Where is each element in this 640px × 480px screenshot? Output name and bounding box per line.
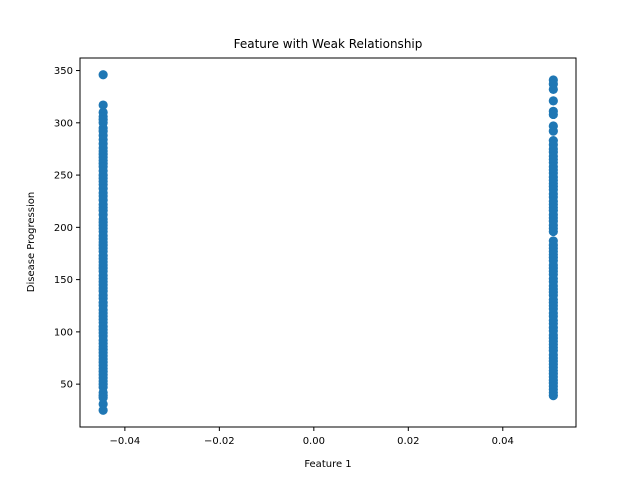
scatter-points	[98, 70, 558, 415]
data-point	[548, 126, 558, 136]
x-axis-ticks: −0.04 −0.02 0.00 0.02 0.04	[110, 427, 514, 447]
axes-frame	[79, 57, 577, 428]
x-tick-label: −0.04	[110, 436, 141, 447]
x-tick-label: 0.00	[303, 436, 325, 447]
y-axis-label: Disease Progression	[26, 192, 37, 292]
y-tick-label: 50	[60, 380, 73, 391]
data-point	[548, 226, 558, 237]
y-tick-label: 250	[54, 171, 73, 182]
data-point	[548, 84, 558, 94]
y-tick-label: 200	[54, 223, 73, 234]
data-point	[98, 100, 108, 110]
y-tick-label: 300	[54, 118, 73, 129]
y-tick-label: 350	[54, 66, 73, 77]
data-point	[548, 391, 558, 401]
y-tick-label: 100	[54, 327, 73, 338]
x-tick-label: −0.02	[204, 436, 235, 447]
data-point	[98, 70, 108, 80]
x-tick-label: 0.02	[397, 436, 419, 447]
chart-title: Feature with Weak Relationship	[234, 37, 423, 51]
x-tick-label: 0.04	[492, 436, 514, 447]
x-axis-label: Feature 1	[304, 459, 351, 470]
y-tick-label: 150	[54, 275, 73, 286]
data-point	[548, 109, 558, 120]
data-point	[98, 405, 108, 415]
y-axis-ticks: 50 100 150 200 250 300 350	[54, 66, 80, 391]
data-point	[548, 96, 558, 106]
